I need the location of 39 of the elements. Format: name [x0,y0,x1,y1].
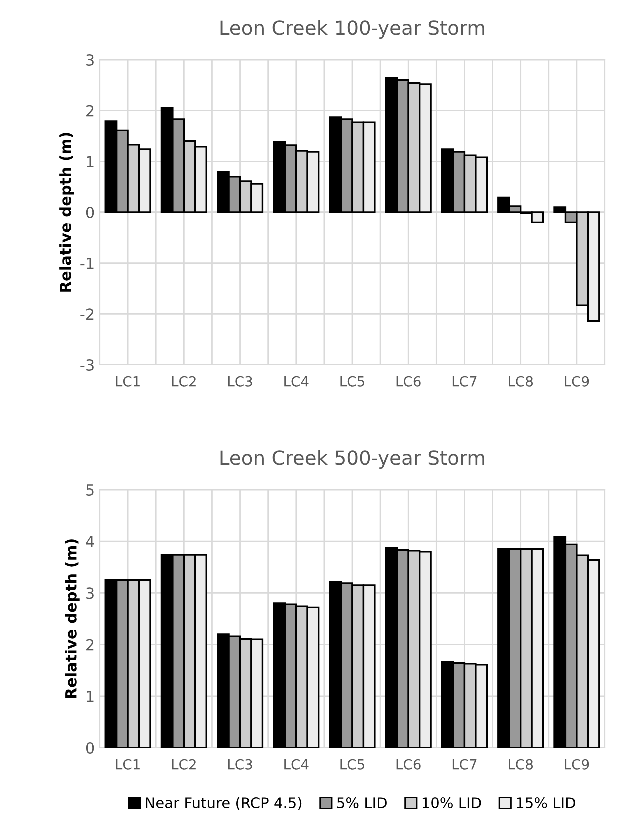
x-tick-label: LC8 [509,759,534,770]
x-tick-label: LC5 [340,759,364,770]
x-tick-label: LC9 [565,759,590,770]
x-tick-label: LC3 [228,376,252,387]
x-tick-label: LC1 [116,759,140,770]
x-tick-label: LC4 [284,376,309,387]
x-tick-label: LC9 [565,376,590,387]
x-tick-label: LC8 [509,376,534,387]
x-tick-label: LC1 [116,376,140,387]
y-tick-label: 1 [87,156,94,168]
x-tick-label: LC2 [172,376,196,387]
legend-label: Near Future (RCP 4.5) [146,797,302,810]
y-tick-label: 1 [87,691,94,702]
x-tick-label: LC2 [172,759,196,770]
x-tick-label: LC5 [340,376,364,387]
y-tick-label: -3 [80,359,94,372]
x-tick-label: LC3 [228,759,252,770]
chart-title: Leon Creek 100-year Storm [220,20,484,40]
y-tick-label: 2 [86,639,94,651]
y-tick-label: -1 [80,258,94,270]
y-tick-label: 2 [86,105,94,117]
x-tick-label: LC7 [452,376,477,387]
y-axis-title: Relative depth (m) [60,133,74,292]
x-tick-label: LC7 [452,759,477,770]
y-tick-label: 0 [86,206,94,219]
legend-label: 10% LID [422,798,482,809]
x-tick-label: LC6 [396,376,421,387]
y-tick-label: 5 [86,484,94,496]
x-tick-label: LC4 [284,759,309,770]
y-tick-label: 4 [86,536,94,548]
x-tick-label: LC6 [396,759,421,770]
y-tick-label: 3 [86,588,94,600]
y-tick-label: 3 [86,54,94,66]
y-axis-title: Relative depth (m) [65,540,80,698]
y-tick-label: -2 [80,308,94,320]
chart-title: Leon Creek 500-year Storm [220,450,484,470]
legend-label: 5% LID [338,798,387,809]
legend-label: 15% LID [517,798,576,809]
y-tick-label: 0 [86,742,94,754]
